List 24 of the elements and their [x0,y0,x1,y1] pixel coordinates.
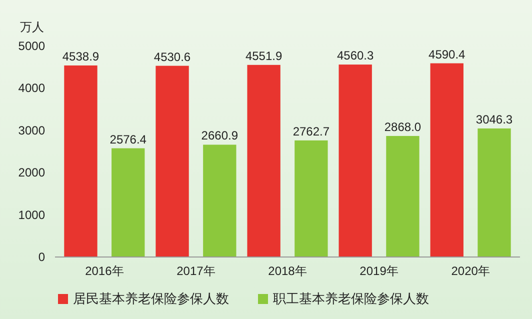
x-tick-label: 2016年 [85,264,124,278]
data-label: 4538.9 [62,49,100,64]
data-label: 4590.4 [428,47,466,62]
y-tick-label: 1000 [18,208,46,222]
x-tick-label: 2019年 [360,264,398,278]
legend-label: 职工基本养老保险参保人数 [273,291,429,306]
y-tick-label: 3000 [18,123,46,138]
y-tick-label: 2000 [18,166,46,180]
x-tick-label: 2018年 [268,264,307,278]
data-label: 2660.9 [201,128,238,143]
y-axis-title: 万人 [20,20,44,34]
y-tick-label: 0 [38,250,46,264]
x-tick-label: 2017年 [176,264,216,278]
y-tick-label: 5000 [18,39,46,53]
data-label: 2868.0 [384,120,422,134]
data-label: 2762.7 [292,124,330,138]
y-tick-label: 4000 [18,81,46,96]
data-label: 4530.6 [154,50,191,64]
legend-label: 居民基本养老保险参保人数 [73,291,229,306]
data-label: 2576.4 [110,132,147,146]
data-label: 3046.3 [476,112,513,126]
data-label: 4551.9 [245,48,282,63]
data-label: 4560.3 [336,48,374,63]
x-tick-label: 2020年 [451,264,490,278]
